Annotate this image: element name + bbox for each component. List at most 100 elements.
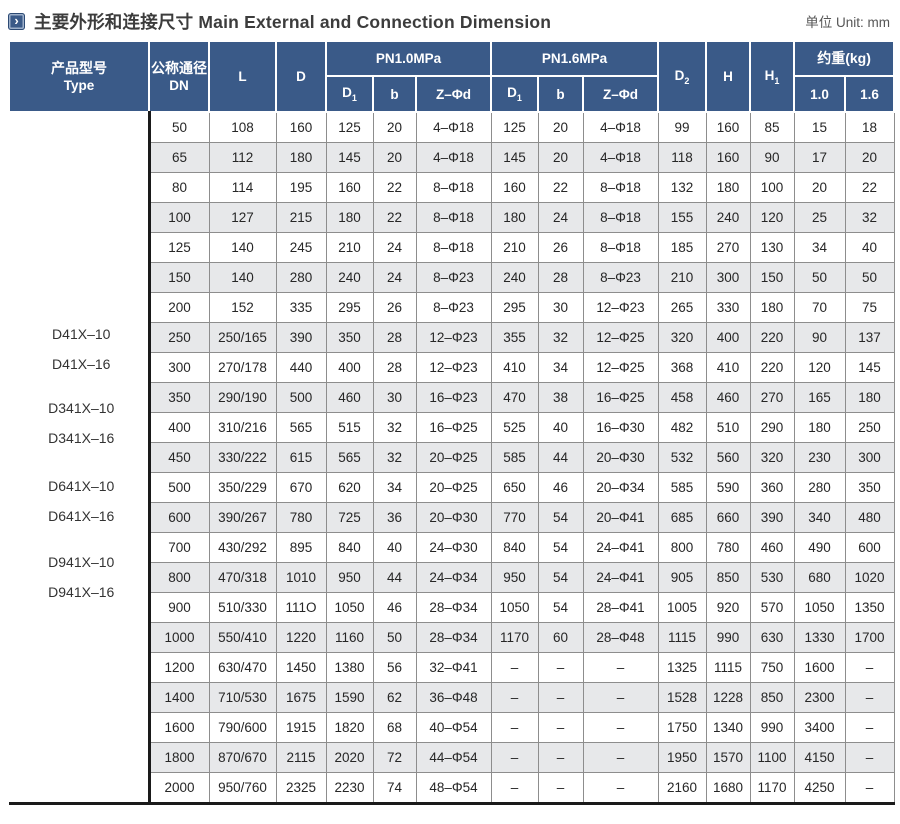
table-cell: 8–Φ18 [415, 232, 492, 263]
table-cell: – [490, 682, 539, 713]
table-cell: 210 [657, 262, 707, 293]
table-cell: 300 [148, 352, 210, 383]
table-cell: 850 [705, 562, 751, 593]
table-cell: 680 [793, 562, 846, 593]
table-cell: 54 [537, 502, 584, 533]
group-header-pn16: PN1.6MPa [490, 40, 660, 77]
col-header-dn-zh: 公称通径 [151, 59, 207, 76]
table-cell: 2020 [325, 742, 374, 773]
table-cell: 195 [275, 172, 327, 203]
table-cell: 480 [844, 502, 895, 533]
table-cell: 1400 [148, 682, 210, 713]
table-cell: 1200 [148, 652, 210, 683]
table-cell: 26 [372, 292, 417, 323]
table-cell: 390 [275, 322, 327, 353]
table-cell: 4–Φ18 [582, 111, 659, 143]
table-cell: 460 [705, 382, 751, 413]
col-header-type: 产品型号 Type [8, 40, 150, 113]
table-cell: – [582, 652, 659, 683]
table-cell: 125 [148, 232, 210, 263]
table-cell: – [844, 742, 895, 773]
table-cell: 127 [208, 202, 277, 233]
table-cell: 22 [844, 172, 895, 203]
table-cell: 560 [705, 442, 751, 473]
col-header-weight-16: 1.6 [844, 75, 896, 113]
table-cell: 32 [844, 202, 895, 233]
table-cell: – [537, 712, 584, 743]
table-cell: 950/760 [208, 772, 277, 805]
table-row: 300 270/178 440 400 28 12–Φ23 410 34 12–Φ25 368 41… [9, 352, 895, 383]
table-row: 65 112 180 145 20 4–Φ18 145 20 4–Φ18 118 160 90 17 20 [9, 142, 895, 173]
table-cell: 145 [325, 142, 374, 173]
table-cell: 840 [325, 532, 374, 563]
col-header-l: L [208, 40, 277, 113]
table-cell: 118 [657, 142, 707, 173]
table-cell: 460 [325, 382, 374, 413]
table-cell: 62 [372, 682, 417, 713]
table-cell: 230 [793, 442, 846, 473]
table-row: 1400 710/530 1675 1590 62 36–Φ48– – –1528 1228 85… [9, 682, 895, 713]
table-cell: 56 [372, 652, 417, 683]
table-cell: 20 [372, 142, 417, 173]
group-header-pn10: PN1.0MPa [324, 40, 493, 77]
table-cell: 870/670 [208, 742, 277, 773]
table-cell: 1570 [705, 742, 751, 773]
table-cell: – [582, 682, 659, 713]
col-header-dn-en: DN [169, 77, 189, 93]
table-cell: 240 [705, 202, 751, 233]
table-row: 1600 790/600 1915 1820 68 40–Φ54– – –1750 1340 99… [9, 712, 895, 743]
table-cell: 28–Φ41 [582, 592, 659, 623]
table-row: 200 152 335 295 26 8–Φ23 295 30 12–Φ23 265 330 180 7… [9, 292, 895, 323]
type-column-cell: D41X–10 D41X–16 D341X–10 D341X–16 D641X–10 D6… [9, 112, 151, 805]
table-cell: 1050 [490, 592, 539, 623]
table-cell: 1325 [657, 652, 707, 683]
table-cell: 800 [657, 532, 707, 563]
table-cell: 8–Φ18 [582, 232, 659, 263]
table-cell: 140 [208, 262, 277, 293]
table-cell: 48–Φ54 [415, 772, 492, 805]
table-cell: 24 [372, 232, 417, 263]
table-cell: 120 [793, 352, 846, 383]
group-header-weight: 约重(kg) [793, 40, 896, 77]
type-label: D641X–10 [48, 478, 115, 494]
page-title-zh: 主要外形和连接尺寸 [34, 11, 194, 32]
table-cell: 240 [490, 262, 539, 293]
table-cell: 100 [148, 202, 210, 233]
table-cell: 630/470 [208, 652, 277, 683]
table-row: 125 140 245 210 24 8–Φ18 210 26 8–Φ18 185 270 130 34… [9, 232, 895, 263]
table-cell: 1380 [325, 652, 374, 683]
col-header-pn10-d1: D1 [325, 75, 374, 113]
table-cell: 500 [275, 382, 327, 413]
table-cell: 50 [844, 262, 895, 293]
col-header-pn10-zd: Z–Φd [414, 75, 493, 113]
table-cell: 8–Φ23 [415, 262, 492, 293]
table-cell: 1680 [705, 772, 751, 805]
table-row: 500 350/229 670 620 34 20–Φ25 650 46 20–Φ34 585 59… [9, 472, 895, 503]
table-cell: 300 [705, 262, 751, 293]
table-cell: 920 [705, 592, 751, 623]
table-cell: 28 [537, 262, 584, 293]
table-cell: 400 [148, 412, 210, 443]
table-cell: 2300 [793, 682, 846, 713]
table-cell: 565 [325, 442, 374, 473]
table-cell: 40 [537, 412, 584, 443]
table-cell: 390/267 [208, 502, 277, 533]
table-cell: 1915 [275, 712, 327, 743]
col-header-pn16-d1: D1 [490, 75, 540, 113]
table-cell: 2160 [657, 772, 707, 805]
table-cell: 1220 [275, 622, 327, 653]
table-cell: 180 [793, 412, 846, 443]
table-cell: 180 [490, 202, 539, 233]
table-cell: 240 [325, 262, 374, 293]
table-cell: 24 [537, 202, 584, 233]
col-header-d2: D2 [657, 40, 708, 113]
table-cell: 15 [793, 111, 846, 143]
table-cell: 20 [844, 142, 895, 173]
table-cell: 850 [749, 682, 795, 713]
table-cell: 16–Φ23 [415, 382, 492, 413]
table-cell: 180 [275, 142, 327, 173]
table-cell: 215 [275, 202, 327, 233]
table-cell: 2115 [275, 742, 327, 773]
table-cell: 30 [537, 292, 584, 323]
table-cell: 1005 [657, 592, 707, 623]
